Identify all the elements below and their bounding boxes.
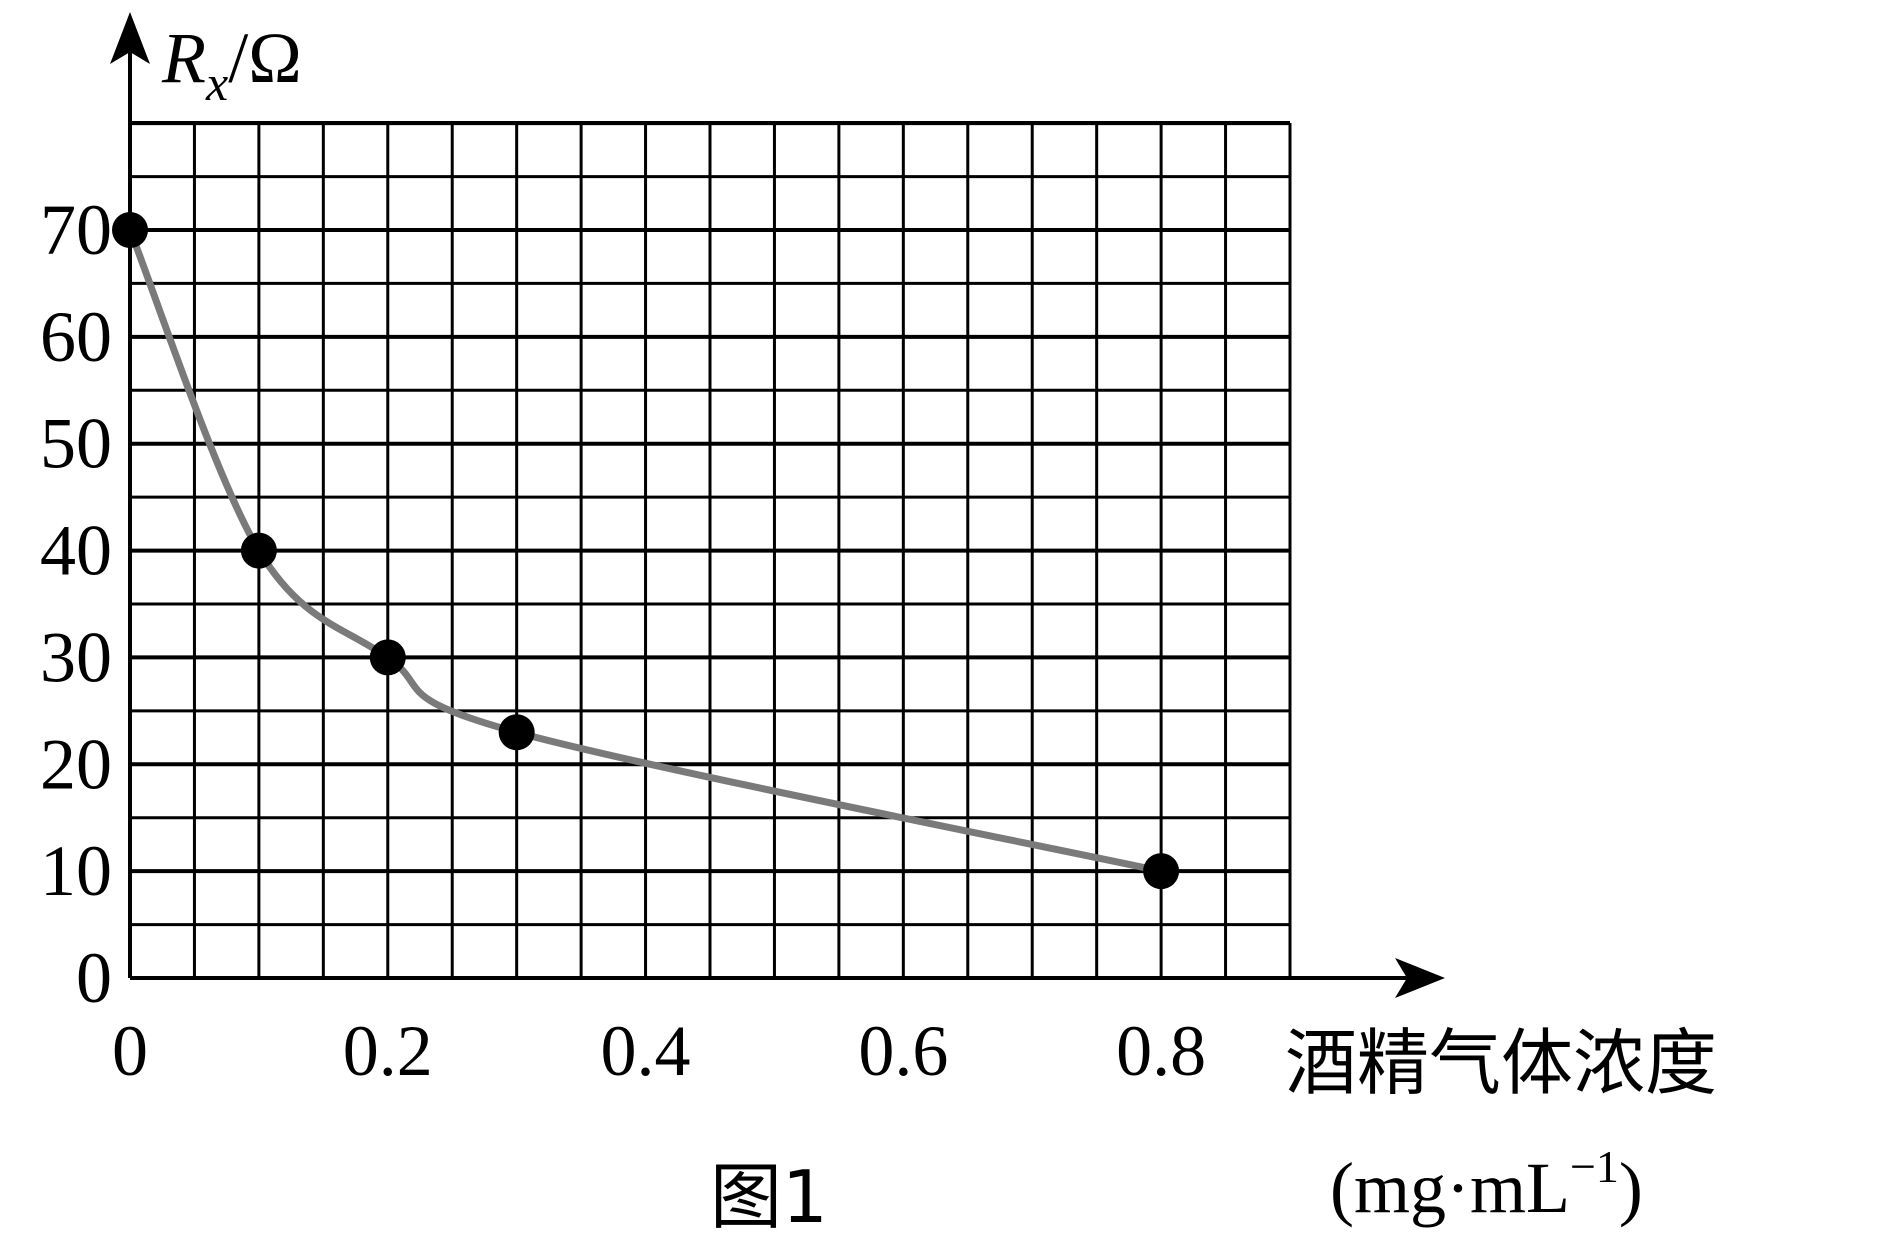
data-point [1143,853,1180,890]
axes [110,12,1445,998]
grid [128,121,1292,980]
x-tick-label: 0.8 [1116,1011,1206,1091]
data-point [369,639,406,676]
x-tick-label: 0.4 [601,1011,691,1091]
y-tick-label: 0 [76,938,112,1018]
y-axis-title: Rx/Ω [161,18,302,111]
fit-curve [126,226,1165,875]
y-tick-label: 50 [40,404,112,484]
y-tick-label: 30 [40,617,112,697]
x-axis-title-line1: 酒精气体浓度 [1285,1021,1717,1105]
data-point [112,212,148,248]
x-axis-title-line2: (mg·mL−1) [1330,1141,1643,1228]
y-tick-label: 40 [40,511,112,591]
y-tick-label: 10 [40,831,112,911]
x-axis-arrow-icon [1395,958,1445,998]
x-tick-labels: 0 0.2 0.4 0.6 0.8 [112,1011,1206,1091]
y-axis-arrow-icon [110,12,150,64]
x-tick-label: 0 [112,1011,148,1091]
data-points [112,212,1180,890]
x-tick-label: 0.2 [343,1011,433,1091]
y-tick-label: 60 [40,297,112,377]
figure-caption: 图1 [710,1155,828,1239]
data-point [498,714,535,751]
fit-curve-group [126,226,1165,875]
x-tick-label: 0.6 [858,1011,948,1091]
data-point [240,532,277,569]
y-tick-labels: 0 10 20 30 40 50 60 70 [40,190,112,1018]
y-tick-label: 70 [40,190,112,270]
y-tick-label: 20 [40,724,112,804]
